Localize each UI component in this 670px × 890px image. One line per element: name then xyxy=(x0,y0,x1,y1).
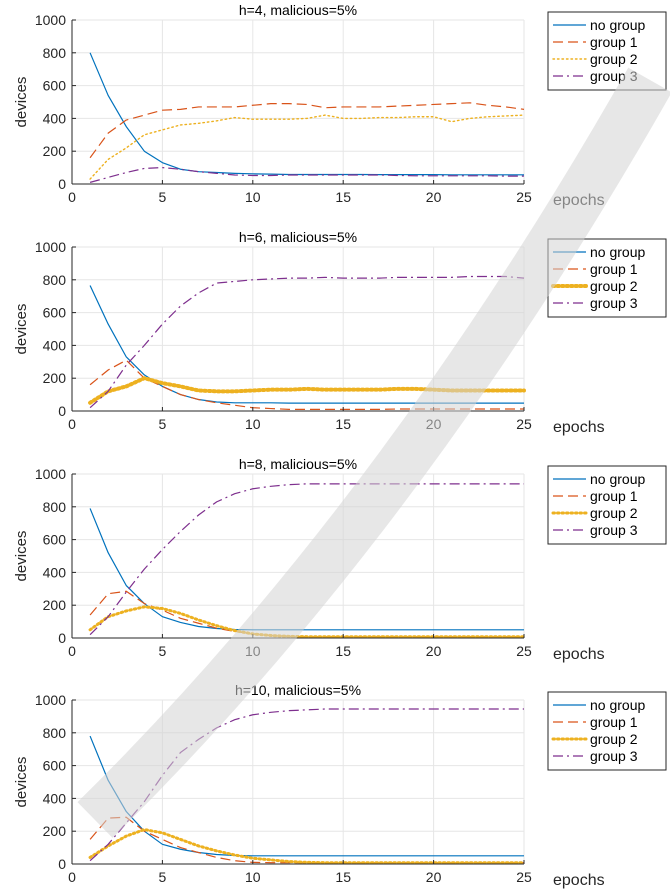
x-tick-label: 0 xyxy=(68,416,76,432)
x-tick-label: 15 xyxy=(335,869,351,885)
legend-entry: group 2 xyxy=(590,731,638,747)
y-tick-label: 400 xyxy=(43,790,67,806)
x-tick-label: 10 xyxy=(245,869,261,885)
y-tick-label: 1000 xyxy=(35,692,66,708)
y-axis-label: devices xyxy=(13,304,30,355)
y-tick-label: 0 xyxy=(58,403,66,419)
y-tick-label: 200 xyxy=(43,823,67,839)
x-axis-label: epochs xyxy=(553,646,605,663)
y-tick-label: 0 xyxy=(58,856,66,872)
x-tick-label: 25 xyxy=(516,643,532,659)
x-tick-label: 10 xyxy=(245,189,261,205)
legend-entry: no group xyxy=(590,697,645,713)
y-tick-label: 800 xyxy=(43,272,67,288)
x-tick-label: 0 xyxy=(68,189,76,205)
x-tick-label: 5 xyxy=(159,416,167,432)
y-axis-label: devices xyxy=(13,531,30,582)
y-tick-label: 400 xyxy=(43,564,67,580)
y-tick-label: 0 xyxy=(58,630,66,646)
y-tick-label: 0 xyxy=(58,176,66,192)
y-tick-label: 1000 xyxy=(35,239,66,255)
legend-entry: group 3 xyxy=(590,68,638,84)
x-tick-label: 10 xyxy=(245,643,261,659)
y-tick-label: 600 xyxy=(43,78,67,94)
chart-title: h=10, malicious=5% xyxy=(235,682,361,698)
y-tick-label: 600 xyxy=(43,305,67,321)
legend-entry: no group xyxy=(590,471,645,487)
legend-entry: group 1 xyxy=(590,34,638,50)
y-tick-label: 400 xyxy=(43,110,67,126)
x-tick-label: 25 xyxy=(516,869,532,885)
y-tick-label: 200 xyxy=(43,370,67,386)
legend-entry: group 2 xyxy=(590,278,638,294)
plot-area xyxy=(72,247,524,411)
x-tick-label: 0 xyxy=(68,643,76,659)
y-axis-label: devices xyxy=(13,77,30,128)
plot-area xyxy=(72,20,524,184)
chart-title: h=6, malicious=5% xyxy=(239,229,357,245)
y-axis-label: devices xyxy=(13,757,30,808)
x-tick-label: 20 xyxy=(426,643,442,659)
legend-entry: group 3 xyxy=(590,295,638,311)
x-tick-label: 10 xyxy=(245,416,261,432)
x-tick-label: 15 xyxy=(335,189,351,205)
legend-entry: group 1 xyxy=(590,714,638,730)
y-tick-label: 600 xyxy=(43,758,67,774)
chart-panel-1: 0 5 10 15 20 25 0 200 400 600 800 1000 h=4, maliciou… xyxy=(13,2,667,209)
y-tick-label: 200 xyxy=(43,597,67,613)
y-tick-label: 800 xyxy=(43,725,67,741)
legend-entry: group 2 xyxy=(590,51,638,67)
x-tick-label: 5 xyxy=(159,189,167,205)
y-tick-label: 800 xyxy=(43,45,67,61)
y-tick-label: 1000 xyxy=(35,12,66,28)
y-tick-label: 600 xyxy=(43,532,67,548)
x-tick-label: 15 xyxy=(335,643,351,659)
chart-panel-3: 0 5 10 15 20 25 0 200 400 600 800 1000 h=8, maliciou… xyxy=(13,456,667,663)
x-tick-label: 20 xyxy=(426,189,442,205)
chart-panel-2: 0 5 10 15 20 25 0 200 400 600 800 1000 h=6, maliciou… xyxy=(13,229,667,436)
x-axis-label: epochs xyxy=(553,192,605,209)
legend-entry: group 1 xyxy=(590,261,638,277)
x-tick-label: 20 xyxy=(426,869,442,885)
legend-entry: group 3 xyxy=(590,748,638,764)
y-tick-label: 200 xyxy=(43,143,67,159)
x-tick-label: 15 xyxy=(335,416,351,432)
x-axis-label: epochs xyxy=(553,419,605,436)
x-tick-label: 5 xyxy=(159,869,167,885)
legend-entry: group 1 xyxy=(590,488,638,504)
chart-panel-4: 0 5 10 15 20 25 0 200 400 600 800 1000 h=10, malicio… xyxy=(13,682,667,889)
x-tick-label: 0 xyxy=(68,869,76,885)
legend-entry: no group xyxy=(590,17,645,33)
chart-title: h=8, malicious=5% xyxy=(239,456,357,472)
x-tick-label: 25 xyxy=(516,189,532,205)
x-tick-label: 20 xyxy=(426,416,442,432)
x-tick-label: 5 xyxy=(159,643,167,659)
plot-area xyxy=(72,700,524,864)
plot-area xyxy=(72,474,524,638)
legend-entry: group 2 xyxy=(590,505,638,521)
y-tick-label: 800 xyxy=(43,499,67,515)
x-tick-label: 25 xyxy=(516,416,532,432)
chart-title: h=4, malicious=5% xyxy=(239,2,357,18)
series-line-no-group xyxy=(89,735,524,857)
y-tick-label: 400 xyxy=(43,337,67,353)
legend-entry: group 3 xyxy=(590,522,638,538)
legend-entry: no group xyxy=(590,244,645,260)
x-axis-label: epochs xyxy=(553,872,605,889)
y-tick-label: 1000 xyxy=(35,466,66,482)
